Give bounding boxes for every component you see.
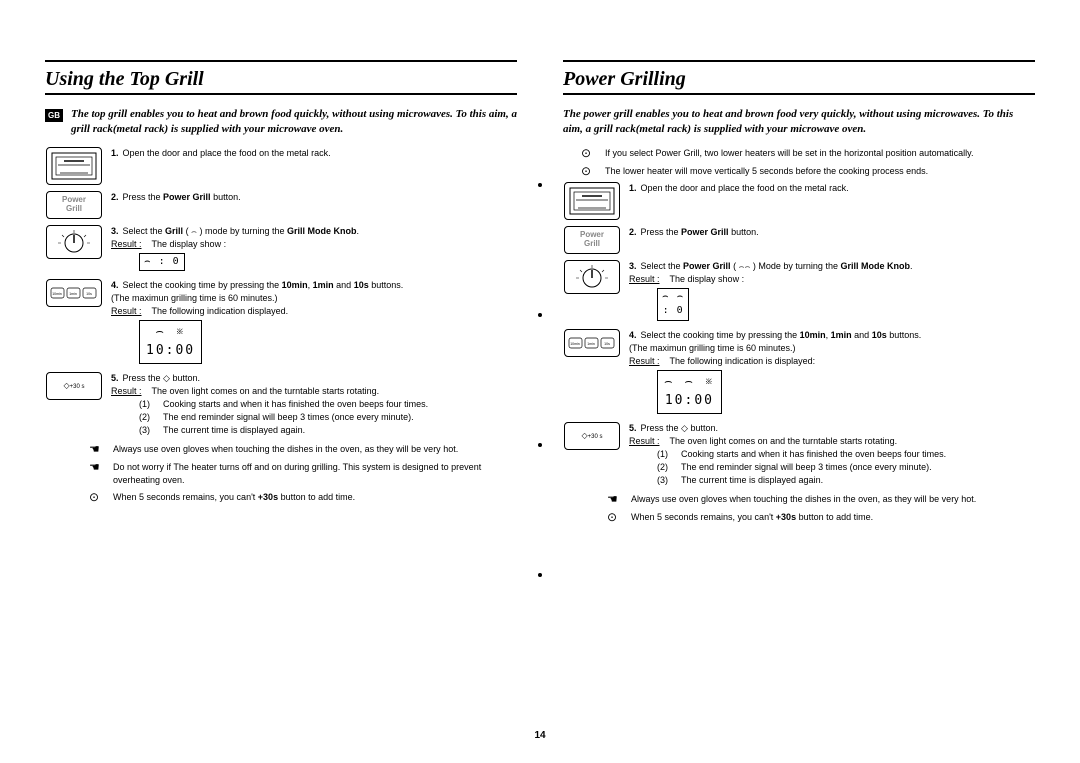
note-info: ⊙When 5 seconds remains, you can't +30s … — [563, 511, 1035, 524]
step-4-text: 4.Select the cooking time by pressing th… — [111, 279, 517, 366]
hand-icon: ☚ — [89, 443, 103, 456]
thumb-power-grill: Power Grill — [45, 191, 103, 219]
thumb-time-buttons: 10min 1min 10s — [45, 279, 103, 307]
step-1: 1.Open the door and place the food on th… — [563, 182, 1035, 220]
hand-icon: ☚ — [89, 461, 103, 486]
rule-top — [45, 60, 517, 62]
note-hand: ☚Always use oven gloves when touching th… — [45, 443, 517, 456]
step-3: 3.Select the Power Grill ( ⌢⌢ ) Mode by … — [563, 260, 1035, 323]
svg-text:10s: 10s — [86, 292, 92, 296]
step-2: Power Grill 2.Press the Power Grill butt… — [45, 191, 517, 219]
pre-notes-right: ⊙If you select Power Grill, two lower he… — [563, 147, 1035, 178]
plus30-button-icon: ◇+30 s — [564, 422, 620, 450]
pre-note: ⊙If you select Power Grill, two lower he… — [563, 147, 1035, 160]
svg-text:10min: 10min — [52, 292, 62, 296]
left-column: Using the Top Grill GB The top grill ena… — [45, 60, 517, 700]
hand-icon: ☚ — [607, 493, 621, 506]
steps-left: 1.Open the door and place the food on th… — [45, 147, 517, 438]
pre-note: ⊙The lower heater will move vertically 5… — [563, 165, 1035, 178]
notes-left: ☚Always use oven gloves when touching th… — [45, 443, 517, 503]
display-large: ⌢ ※ 10:00 — [139, 320, 202, 364]
power-grill-button-icon: Power Grill — [564, 226, 620, 254]
time-buttons-icon: 10min 1min 10s — [564, 329, 620, 357]
right-column: Power Grilling The power grill enables y… — [563, 60, 1035, 700]
language-badge: GB — [45, 109, 63, 122]
page-columns: Using the Top Grill GB The top grill ena… — [45, 60, 1035, 700]
intro-right: The power grill enables you to heat and … — [563, 107, 1035, 137]
info-icon: ⊙ — [581, 147, 595, 160]
display-small: ⌢ : 0 — [139, 253, 185, 272]
step-4: 10min1min10s 4.Select the cooking time b… — [563, 329, 1035, 416]
intro-left: The top grill enables you to heat and br… — [71, 107, 517, 137]
dial-icon — [564, 260, 620, 294]
dial-icon — [46, 225, 102, 259]
svg-text:1min: 1min — [587, 342, 595, 346]
column-divider — [537, 60, 543, 700]
info-icon: ⊙ — [581, 165, 595, 178]
plus30-button-icon: ◇+30 s — [46, 372, 102, 400]
intro-row: The power grill enables you to heat and … — [563, 107, 1035, 137]
note-hand: ☚Always use oven gloves when touching th… — [563, 493, 1035, 506]
heading-right: Power Grilling — [563, 66, 1035, 93]
step-2: Power Grill 2.Press the Power Grill butt… — [563, 226, 1035, 254]
step-3-text: 3.Select the Grill ( ⌢ ) mode by turning… — [111, 225, 517, 274]
note-hand: ☚Do not worry if The heater turns off an… — [45, 461, 517, 486]
time-buttons-icon: 10min 1min 10s — [46, 279, 102, 307]
oven-icon — [46, 147, 102, 185]
step-4: 10min 1min 10s 4.Select the cooking time b… — [45, 279, 517, 366]
steps-right: 1.Open the door and place the food on th… — [563, 182, 1035, 487]
page-number: 14 — [534, 730, 545, 741]
step-1-text: 1.Open the door and place the food on th… — [111, 147, 517, 160]
rule-under — [45, 93, 517, 95]
note-info: ⊙When 5 seconds remains, you can't +30s … — [45, 491, 517, 504]
info-icon: ⊙ — [89, 491, 103, 504]
svg-text:10min: 10min — [570, 342, 580, 346]
rule-under — [563, 93, 1035, 95]
heading-left: Using the Top Grill — [45, 66, 517, 93]
info-icon: ⊙ — [607, 511, 621, 524]
step-3: 3.Select the Grill ( ⌢ ) mode by turning… — [45, 225, 517, 274]
thumb-plus30: ◇+30 s — [45, 372, 103, 400]
power-grill-button-icon: Power Grill — [46, 191, 102, 219]
svg-text:10s: 10s — [604, 342, 610, 346]
rule-top — [563, 60, 1035, 62]
step-2-text: 2.Press the Power Grill button. — [111, 191, 517, 204]
step-5: ◇+30 s 5.Press the ◇ button. Result : Th… — [45, 372, 517, 437]
thumb-oven — [45, 147, 103, 185]
svg-text:1min: 1min — [69, 292, 77, 296]
notes-right: ☚Always use oven gloves when touching th… — [563, 493, 1035, 523]
step-5-text: 5.Press the ◇ button. Result : The oven … — [111, 372, 517, 437]
oven-icon — [564, 182, 620, 220]
step-5: ◇+30 s 5.Press the ◇ button. Result : Th… — [563, 422, 1035, 487]
thumb-dial — [45, 225, 103, 259]
intro-row: GB The top grill enables you to heat and… — [45, 107, 517, 137]
step-1: 1.Open the door and place the food on th… — [45, 147, 517, 185]
display-small: ⌢ ⌢ : 0 — [657, 288, 689, 321]
display-large: ⌢ ⌢ ※ 10:00 — [657, 370, 722, 414]
